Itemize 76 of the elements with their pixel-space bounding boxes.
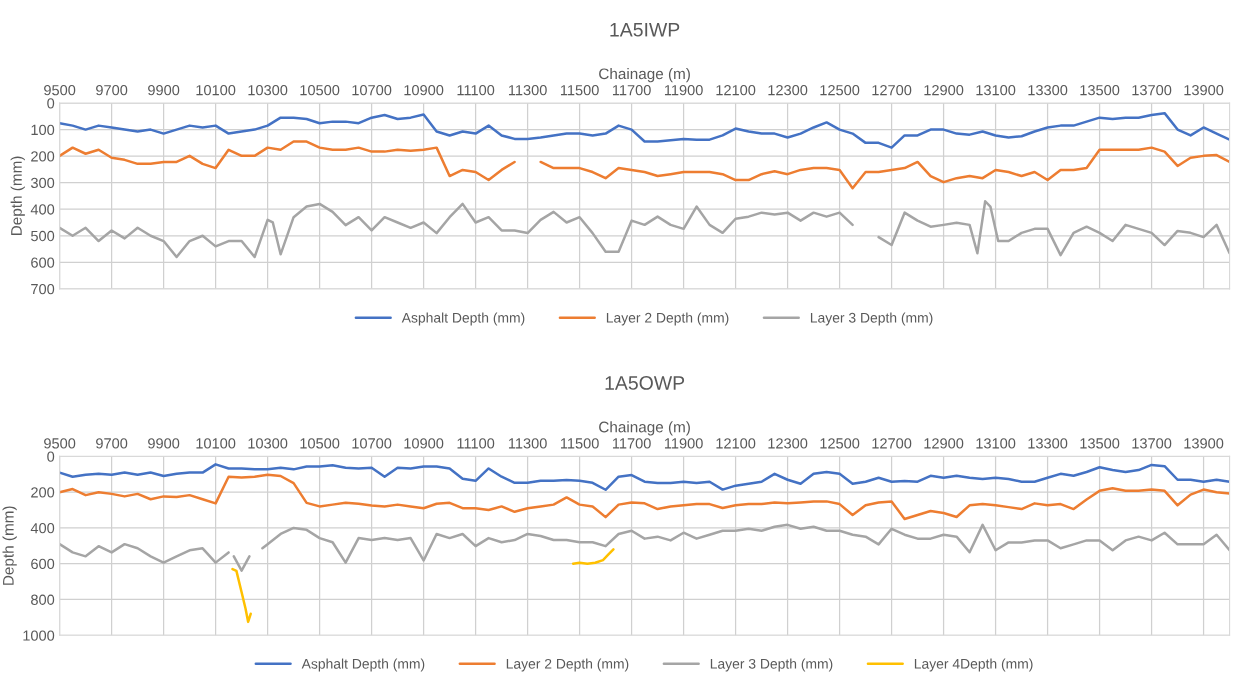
x-tick-label: 13700: [1132, 438, 1172, 449]
chart-title: 1A5OWP: [605, 376, 685, 390]
x-tick-label: 11500: [560, 84, 599, 96]
x-axis-title: Chainage (m): [599, 67, 690, 83]
x-tick-label: 11300: [508, 84, 547, 96]
y-axis-title: Depth (mm): [2, 506, 17, 585]
x-tick-label: 13700: [1132, 84, 1172, 96]
x-tick-label: 11500: [560, 438, 599, 449]
x-tick-label: 12900: [924, 438, 964, 449]
x-tick-label: 9700: [96, 438, 128, 449]
y-tick-label: 200: [31, 151, 55, 162]
legend-label: Layer 4Depth (mm): [914, 658, 1033, 672]
y-tick-label: 800: [31, 594, 55, 605]
x-tick-label: 9500: [44, 438, 76, 449]
x-tick-label: 9500: [44, 84, 76, 96]
x-tick-label: 9900: [148, 438, 180, 449]
x-tick-label: 12300: [768, 84, 808, 96]
y-tick-label: 500: [31, 230, 55, 242]
y-tick-label: 0: [47, 451, 55, 462]
x-tick-label: 13500: [1080, 438, 1120, 449]
x-tick-label: 10700: [352, 84, 392, 96]
x-tick-label: 11100: [457, 84, 495, 96]
y-tick-label: 1000: [23, 630, 55, 641]
y-tick-label: 0: [47, 98, 55, 109]
legend-label: Layer 3 Depth (mm): [710, 658, 833, 672]
x-tick-label: 12700: [872, 84, 912, 96]
x-tick-label: 11700: [612, 84, 651, 96]
x-tick-label: 10100: [196, 438, 236, 449]
x-tick-label: 10500: [300, 438, 340, 449]
y-tick-label: 700: [31, 283, 55, 295]
x-tick-label: 13100: [976, 438, 1016, 449]
legend-label: Layer 2 Depth (mm): [506, 658, 629, 672]
line-series: [59, 463, 1230, 492]
x-tick-label: 10300: [248, 84, 288, 96]
x-tick-label: 12100: [716, 438, 756, 449]
x-tick-label: 11900: [664, 84, 703, 96]
y-tick-label: 200: [31, 487, 55, 498]
x-tick-label: 10100: [196, 84, 236, 96]
x-tick-label: 12700: [872, 438, 912, 449]
x-tick-label: 9700: [96, 84, 128, 96]
y-tick-label: 300: [30, 177, 55, 189]
chart-title: 1A5IWP: [610, 23, 680, 37]
legend-label: Asphalt Depth (mm): [301, 658, 425, 672]
y-tick-label: 100: [31, 124, 55, 136]
x-tick-label: 10300: [248, 438, 288, 449]
x-tick-label: 9900: [148, 84, 180, 96]
x-tick-label: 13100: [976, 84, 1016, 96]
y-tick-label: 600: [31, 558, 55, 570]
y-tick-label: 600: [31, 257, 55, 268]
x-tick-label: 11300: [508, 438, 547, 449]
x-tick-label: 13300: [1028, 84, 1068, 96]
x-tick-label: 12900: [924, 84, 964, 96]
x-tick-label: 13900: [1184, 84, 1224, 96]
x-tick-label: 13300: [1028, 438, 1068, 449]
legend-label: Layer 2 Depth (mm): [606, 312, 729, 326]
x-tick-label: 10500: [300, 84, 340, 96]
y-tick-label: 400: [30, 204, 55, 215]
x-tick-label: 13500: [1080, 84, 1120, 96]
x-tick-label: 12100: [716, 84, 756, 96]
x-tick-label: 12500: [820, 84, 860, 96]
x-tick-label: 10900: [404, 438, 444, 449]
line-series: [59, 473, 1230, 521]
x-tick-label: 13900: [1184, 438, 1224, 449]
x-axis-title: Chainage (m): [599, 421, 690, 436]
x-tick-label: 11100: [457, 438, 495, 449]
x-tick-label: 10700: [352, 438, 392, 449]
legend-label: Layer 3 Depth (mm): [810, 312, 933, 326]
x-tick-label: 10900: [404, 84, 444, 96]
x-tick-label: 11900: [664, 438, 703, 449]
x-tick-label: 12500: [820, 438, 860, 449]
x-tick-label: 11700: [612, 438, 651, 449]
y-tick-label: 400: [30, 522, 55, 534]
y-axis-title: Depth (mm): [10, 156, 25, 236]
x-tick-label: 12300: [768, 438, 808, 449]
legend-label: Asphalt Depth (mm): [401, 312, 525, 326]
line-series: [59, 111, 1230, 149]
